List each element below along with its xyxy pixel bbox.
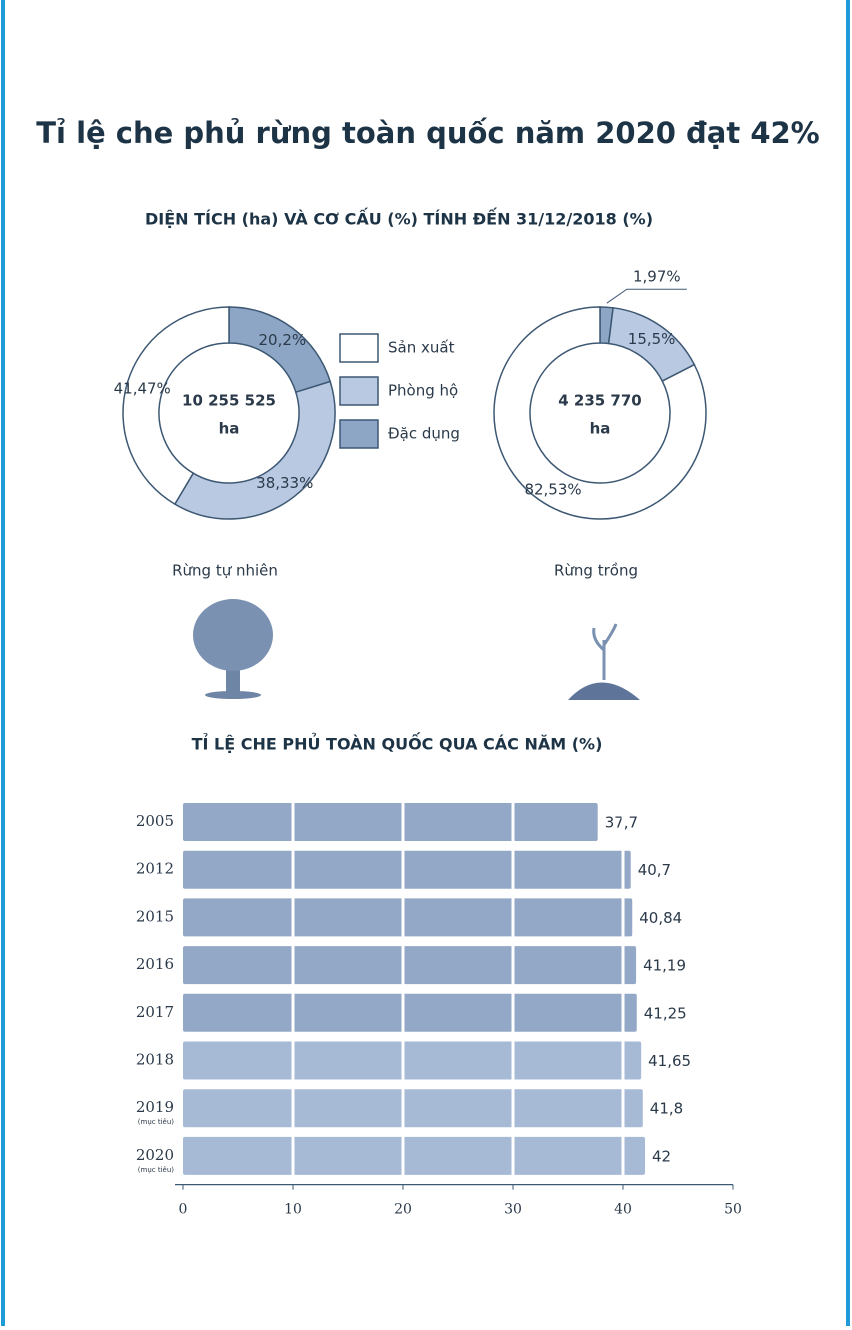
value-label: 20,2% [259, 331, 307, 349]
value-label: 37,7 [605, 814, 638, 832]
bar [183, 993, 637, 1032]
value-label: 41,47% [114, 380, 171, 398]
x-tick-label: 10 [284, 1202, 302, 1218]
y-tick-label: 2016 [136, 955, 174, 973]
note: (mục tiêu) [138, 1166, 174, 1174]
note: (mục tiêu) [138, 1118, 174, 1126]
value-label: 41,25 [644, 1004, 687, 1022]
y-tick-label: 2020 [136, 1146, 174, 1164]
legend-swatch [339, 419, 379, 449]
value-label: 41,19 [643, 957, 686, 975]
y-tick-label: 2005 [136, 812, 174, 830]
donut-segment [493, 306, 707, 520]
caption: Rừng trồng [554, 562, 638, 580]
y-tick-label: 2017 [136, 1003, 174, 1021]
bar [183, 1089, 643, 1128]
x-tick-label: 30 [504, 1202, 522, 1218]
value-label: 42 [652, 1147, 671, 1165]
bar [183, 803, 598, 841]
y-tick-label: 2015 [136, 907, 174, 925]
caption: Rừng tự nhiên [172, 562, 278, 580]
center-label: ha [590, 420, 611, 438]
value-label: 38,33% [256, 474, 313, 492]
x-tick-label: 20 [394, 1202, 412, 1218]
donut-segment [173, 380, 336, 520]
bar [183, 1041, 642, 1080]
value-label: 82,53% [524, 480, 581, 498]
section-title: TỈ LỆ CHE PHỦ TOÀN QUỐC QUA CÁC NĂM (%) [192, 733, 603, 754]
tree-icon [193, 599, 273, 699]
leader-line [606, 288, 687, 304]
y-tick-label: 2018 [136, 1051, 174, 1069]
center-label: 4 235 770 [558, 392, 642, 410]
section-title: DIỆN TÍCH (ha) VÀ CƠ CẤU (%) TÍNH ĐẾN 31… [145, 208, 653, 229]
x-tick-label: 0 [179, 1202, 188, 1218]
y-tick-label: 2012 [136, 860, 174, 878]
donut-segment [122, 306, 230, 506]
legend-label: Phòng hộ [388, 382, 458, 400]
value-label: 41,65 [648, 1052, 691, 1070]
legend-label: Sản xuất [388, 339, 455, 357]
center-label: 10 255 525 [182, 392, 276, 410]
legend-label: Đặc dụng [388, 425, 460, 443]
legend-swatch [339, 376, 379, 406]
seedling-icon [568, 623, 640, 700]
title: Tỉ lệ che phủ rừng toàn quốc năm 2020 đạ… [36, 116, 819, 150]
y-tick-label: 2019 [136, 1098, 174, 1116]
legend-swatch [339, 333, 379, 363]
value-label: 40,7 [638, 861, 671, 879]
x-tick-label: 40 [614, 1202, 632, 1218]
value-label: 15,5% [628, 330, 676, 348]
value-label: 41,8 [650, 1100, 683, 1118]
center-label: ha [219, 420, 240, 438]
bar [183, 1136, 645, 1175]
value-label: 1,97% [633, 268, 681, 286]
value-label: 40,84 [639, 909, 682, 927]
x-tick-label: 50 [724, 1202, 742, 1218]
bar [183, 898, 633, 937]
bar [183, 946, 637, 985]
bar [183, 850, 631, 889]
